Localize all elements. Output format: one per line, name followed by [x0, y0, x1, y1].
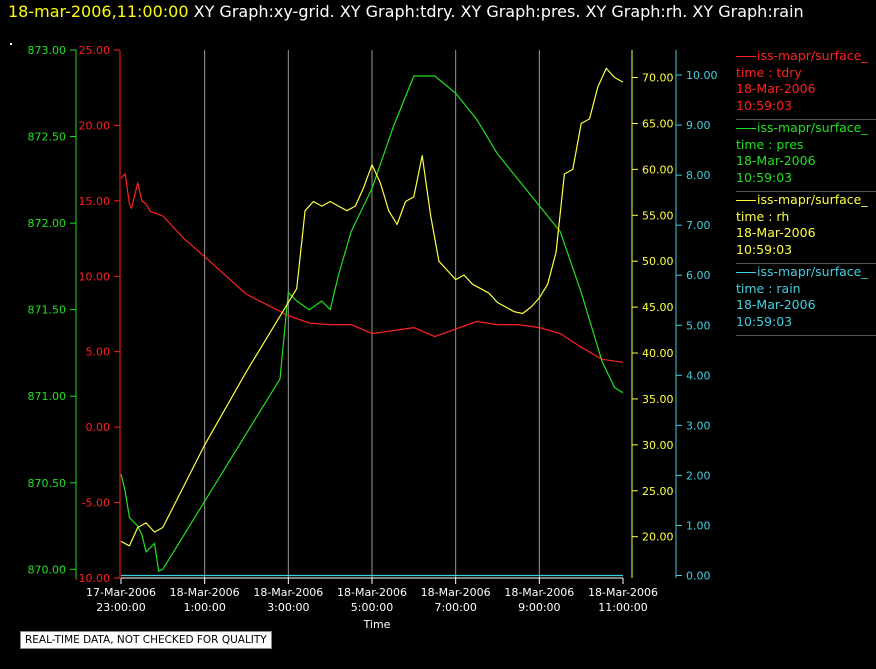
pres-tick-label: 872.00	[28, 217, 67, 230]
tdry-tick-label: -5.00	[82, 497, 110, 510]
rh-tick-label: 70.00	[642, 72, 674, 85]
series-line-rh	[120, 67, 624, 547]
legend-source: iss-mapr/surface_	[736, 48, 876, 65]
rain-tick-label: 0.00	[686, 569, 711, 582]
header-timestamp: 18-mar-2006,11:00:00	[8, 2, 189, 21]
tdry-tick-label: 10.00	[79, 270, 111, 283]
legend-date: 18-Mar-2006	[736, 225, 816, 240]
x-tick-label: 11:00:00	[598, 601, 647, 614]
legend-date: 18-Mar-2006	[736, 153, 816, 168]
legend-entry-tdry[interactable]: iss-mapr/surface_ time : tdry 18-Mar-200…	[736, 48, 876, 120]
rain-tick-label: 7.00	[686, 219, 711, 232]
legend-swatch	[736, 56, 756, 57]
x-tick-label: 7:00:00	[434, 601, 476, 614]
rh-tick-label: 35.00	[642, 393, 674, 406]
x-tick-label: 17-Mar-2006	[86, 586, 156, 599]
tdry-tick-label: 5.00	[86, 346, 111, 359]
header-graph-titles: XY Graph:xy-grid. XY Graph:tdry. XY Grap…	[193, 2, 804, 21]
legend-swatch	[736, 272, 756, 273]
pres-tick-label: 870.00	[28, 563, 67, 576]
legend-time: 10:59:03	[736, 169, 793, 185]
quality-disclaimer: REAL-TIME DATA, NOT CHECKED FOR QUALITY	[20, 631, 272, 649]
x-tick-label: 18-Mar-2006	[170, 586, 240, 599]
legend-variable: time : rh	[736, 208, 790, 224]
legend-source: iss-mapr/surface_	[736, 192, 876, 209]
rain-tick-label: 10.00	[686, 69, 718, 82]
rain-tick-label: 6.00	[686, 269, 711, 282]
rh-tick-label: 30.00	[642, 439, 674, 452]
pres-tick-label: 871.00	[28, 390, 67, 403]
rh-tick-label: 20.00	[642, 531, 674, 544]
tdry-tick-label: 25.00	[79, 44, 111, 57]
pres-tick-label: 873.00	[28, 44, 67, 57]
tdry-tick-label: 15.00	[79, 195, 111, 208]
legend-variable: time : tdry	[736, 64, 802, 80]
series-line-pres	[120, 75, 624, 572]
legend-divider	[736, 335, 876, 336]
pres-tick-label: 871.50	[28, 304, 67, 317]
x-tick-label: 18-Mar-2006	[588, 586, 658, 599]
rh-tick-label: 55.00	[642, 209, 674, 222]
legend-date: 18-Mar-2006	[736, 81, 816, 96]
tdry-tick-label: -10.00	[75, 572, 110, 585]
x-tick-label: 23:00:00	[96, 601, 145, 614]
rain-tick-label: 1.00	[686, 519, 711, 532]
x-tick-label: 5:00:00	[351, 601, 393, 614]
legend-time: 10:59:03	[736, 97, 793, 113]
x-tick-label: 18-Mar-2006	[253, 586, 323, 599]
rh-tick-label: 65.00	[642, 117, 674, 130]
x-tick-label: 3:00:00	[267, 601, 309, 614]
pres-tick-label: 872.50	[28, 131, 67, 144]
legend-variable: time : rain	[736, 280, 801, 296]
rh-tick-label: 50.00	[642, 255, 674, 268]
x-tick-label: 18-Mar-2006	[504, 586, 574, 599]
legend-source: iss-mapr/surface_	[736, 264, 876, 281]
legend-entry-rain[interactable]: iss-mapr/surface_ time : rain 18-Mar-200…	[736, 264, 876, 336]
rain-tick-label: 3.00	[686, 419, 711, 432]
legend-time: 10:59:03	[736, 313, 793, 329]
rain-tick-label: 2.00	[686, 469, 711, 482]
legend-variable: time : pres	[736, 136, 804, 152]
legend-divider	[736, 263, 876, 264]
x-tick-label: 1:00:00	[183, 601, 225, 614]
legend-entry-pres[interactable]: iss-mapr/surface_ time : pres 18-Mar-200…	[736, 120, 876, 192]
legend-time: 10:59:03	[736, 241, 793, 257]
corner-marker	[10, 43, 12, 45]
legend-source: iss-mapr/surface_	[736, 120, 876, 137]
legend-divider	[736, 119, 876, 120]
legend-swatch	[736, 200, 756, 201]
tdry-tick-label: 20.00	[79, 119, 111, 132]
rh-tick-label: 45.00	[642, 301, 674, 314]
legend: iss-mapr/surface_ time : tdry 18-Mar-200…	[736, 48, 876, 336]
legend-swatch	[736, 128, 756, 129]
rh-tick-label: 25.00	[642, 485, 674, 498]
graph-header: 18-mar-2006,11:00:00 XY Graph:xy-grid. X…	[8, 2, 804, 21]
rain-tick-label: 9.00	[686, 119, 711, 132]
x-axis-label: Time	[363, 618, 391, 631]
rain-tick-label: 5.00	[686, 319, 711, 332]
rh-tick-label: 60.00	[642, 163, 674, 176]
tdry-tick-label: 0.00	[86, 421, 111, 434]
rain-tick-label: 8.00	[686, 169, 711, 182]
legend-date: 18-Mar-2006	[736, 297, 816, 312]
legend-divider	[736, 191, 876, 192]
x-tick-label: 18-Mar-2006	[337, 586, 407, 599]
series-line-tdry	[120, 173, 624, 363]
rh-tick-label: 40.00	[642, 347, 674, 360]
rain-tick-label: 4.00	[686, 369, 711, 382]
x-tick-label: 18-Mar-2006	[421, 586, 491, 599]
legend-entry-rh[interactable]: iss-mapr/surface_ time : rh 18-Mar-2006 …	[736, 192, 876, 264]
pres-tick-label: 870.50	[28, 477, 67, 490]
x-tick-label: 9:00:00	[518, 601, 560, 614]
